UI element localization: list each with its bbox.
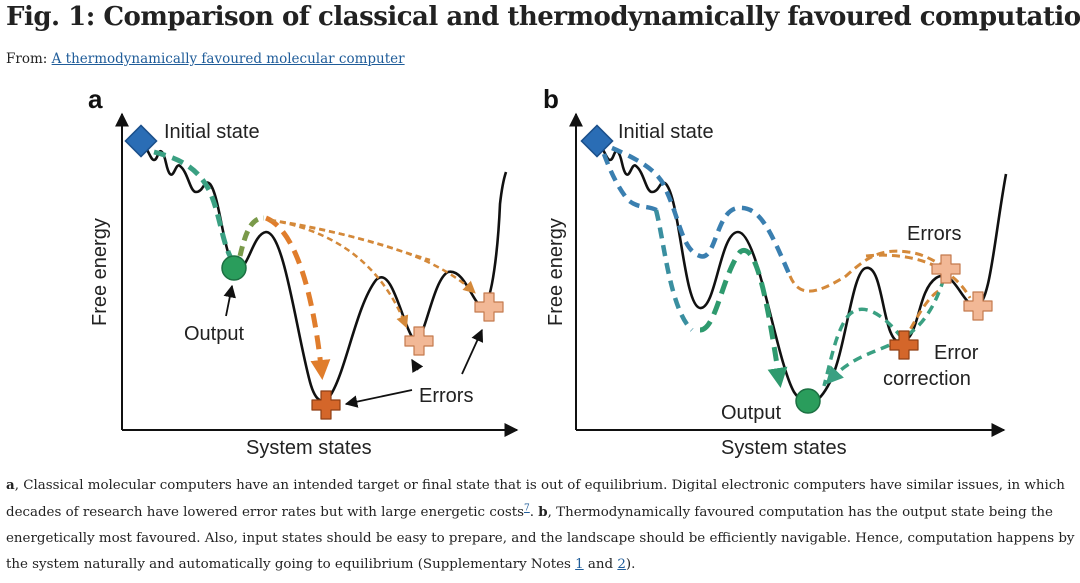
supplementary-note-1-link[interactable]: 1 [575, 557, 584, 572]
panel-b-energy-landscape [595, 140, 1008, 405]
figure-caption: a, Classical molecular computers have an… [6, 472, 1076, 578]
panel-a-error-marker-3 [474, 292, 504, 322]
panel-b: b Free energy System states Initial stat… [543, 84, 1008, 459]
panel-a-path-over-barrier [237, 215, 265, 257]
panel-b-label: b [543, 84, 559, 114]
panel-b-error-marker-correction [889, 330, 919, 360]
caption-end: ). [625, 557, 636, 572]
panel-a-output-marker [221, 255, 247, 281]
panel-b-y-axis-label: Free energy [545, 218, 567, 326]
panel-b-error-path-1 [788, 249, 945, 293]
panel-a-initial-state-label: Initial state [164, 121, 260, 143]
panel-a-errors-label: Errors [419, 385, 473, 407]
panel-a-initial-state-marker [124, 124, 158, 158]
panel-b-correction-path-2 [822, 307, 904, 387]
panel-b-error-marker-2 [963, 291, 993, 321]
panel-a-errors-pointer-2 [411, 358, 424, 373]
from-label: From: [6, 51, 48, 67]
panel-b-exploration-path-2 [601, 153, 662, 214]
panel-b-output-label: Output [721, 402, 781, 424]
panel-a-error-marker-main [311, 390, 341, 420]
panel-b-path-to-output [699, 247, 788, 388]
panel-b-output-marker [795, 388, 821, 414]
panel-b-errors-label: Errors [907, 223, 961, 245]
source-article-link[interactable]: A thermodynamically favoured molecular c… [51, 51, 405, 67]
panel-b-x-axis-label: System states [721, 437, 847, 459]
panel-b-exploration-path-3 [653, 209, 694, 332]
panel-a-energy-landscape [139, 140, 508, 403]
caption-a-label: a [6, 477, 15, 493]
panel-b-error-correction-label-1: Error [934, 342, 979, 364]
panel-a-error-marker-2 [404, 326, 434, 356]
panel-a-error-path-2 [269, 218, 409, 329]
panel-b-error-path-2 [865, 253, 972, 299]
caption-separator: . [529, 505, 539, 520]
panel-b-initial-state-label: Initial state [618, 121, 714, 143]
caption-and: and [583, 557, 618, 572]
source-line: From: A thermodynamically favoured molec… [6, 51, 405, 67]
caption-text-a: , Classical molecular computers have an … [6, 478, 1065, 520]
figure-panels: a Free energy System states Initial stat… [88, 84, 1008, 459]
panel-a-path-to-output [153, 149, 239, 268]
reference-7-link[interactable]: 7 [524, 503, 530, 514]
panel-a-y-axis-label: Free energy [89, 218, 111, 326]
panel-b-error-correction-label-2: correction [883, 368, 971, 390]
panel-a-error-path-4 [269, 218, 476, 294]
figure-title: Fig. 1: Comparison of classical and ther… [6, 2, 1080, 32]
panel-a-output-label: Output [184, 323, 244, 345]
panel-a-main-error-path [264, 215, 331, 380]
supplementary-note-2-link[interactable]: 2 [617, 557, 626, 572]
caption-text-b: , Thermodynamically favoured computation… [6, 505, 1075, 572]
panel-a-x-axis-label: System states [246, 437, 372, 459]
panel-a: a Free energy System states Initial stat… [88, 84, 519, 459]
caption-b-label: b [538, 504, 548, 520]
panel-b-error-marker-1 [931, 254, 961, 284]
panel-b-exploration-path-1 [611, 145, 793, 277]
panel-a-output-pointer [223, 284, 236, 317]
panel-a-errors-pointer-3 [461, 328, 484, 375]
panel-a-errors-pointer-1 [344, 389, 413, 408]
panel-b-initial-state-marker [580, 124, 614, 158]
panel-a-label: a [88, 84, 103, 114]
